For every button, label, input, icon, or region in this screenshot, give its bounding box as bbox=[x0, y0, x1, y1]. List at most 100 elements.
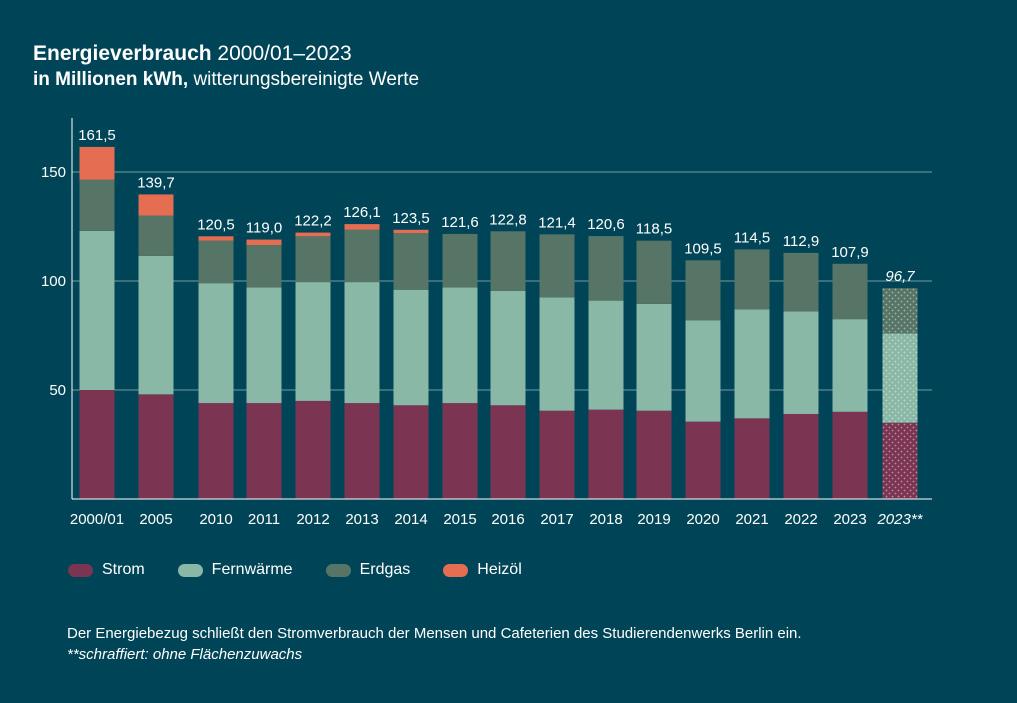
bar-segment bbox=[138, 255, 174, 395]
y-tick-label: 50 bbox=[49, 382, 66, 399]
footnote: Der Energiebezug schließt den Stromverbr… bbox=[67, 623, 802, 665]
total-label: 112,9 bbox=[783, 233, 819, 250]
total-label: 122,8 bbox=[489, 211, 527, 228]
total-label: 114,5 bbox=[734, 229, 770, 246]
bar-segment bbox=[79, 230, 115, 390]
chart-subtitle-bold: in Millionen kWh, bbox=[33, 69, 189, 90]
x-tick-label: 2018 bbox=[589, 511, 622, 528]
x-tick-label: 2013 bbox=[345, 511, 378, 528]
x-tick-label: 2017 bbox=[540, 511, 573, 528]
x-tick-label: 2023** bbox=[876, 511, 923, 528]
bar-segment-hatch bbox=[882, 288, 918, 334]
bar-segment bbox=[636, 303, 672, 411]
bar-segment bbox=[246, 287, 282, 404]
bar-segment bbox=[295, 236, 331, 283]
bar-segment bbox=[636, 410, 672, 499]
x-tick-label: 2019 bbox=[637, 511, 670, 528]
bar-segment bbox=[246, 245, 282, 288]
bar-segment bbox=[783, 311, 819, 414]
bar-segment bbox=[198, 236, 234, 241]
footnote-hatched-note: **schraffiert: ohne Flächenzuwachs bbox=[67, 646, 303, 663]
y-tick-label: 150 bbox=[41, 164, 66, 181]
bar-segment bbox=[832, 411, 868, 499]
bar-segment bbox=[393, 405, 429, 499]
bar-segment bbox=[344, 229, 380, 283]
total-label: 126,1 bbox=[343, 204, 381, 221]
x-tick-label: 2023 bbox=[833, 511, 866, 528]
legend-item: Fernwärme bbox=[177, 561, 293, 579]
x-tick-label: 2015 bbox=[443, 511, 476, 528]
chart-title: Energieverbrauch 2000/01–2023 bbox=[33, 40, 419, 67]
bar-segment bbox=[734, 309, 770, 419]
bar-segment bbox=[588, 300, 624, 410]
axes: 50 100 150 bbox=[41, 118, 932, 500]
total-label: 118,5 bbox=[636, 221, 672, 238]
total-label: 121,6 bbox=[441, 214, 479, 231]
bar-segment bbox=[79, 146, 115, 180]
bar-segment bbox=[138, 194, 174, 216]
bar-segment bbox=[783, 413, 819, 499]
bar-segment bbox=[295, 282, 331, 401]
bar-segment bbox=[832, 319, 868, 412]
bar-segment bbox=[393, 289, 429, 406]
bar-segment bbox=[539, 234, 575, 298]
y-tick-label: 100 bbox=[41, 273, 66, 290]
bar-segment bbox=[685, 320, 721, 422]
bar-segment bbox=[685, 421, 721, 499]
bar-segment bbox=[138, 215, 174, 256]
x-tick-label: 2000/01 bbox=[70, 511, 124, 528]
bar-segment bbox=[539, 297, 575, 411]
chart-subtitle-regular: witterungsbereinigte Werte bbox=[193, 69, 420, 90]
labels: 161,5 2000/01 139,7 2005 120,5 2010 119,0 2011 1… bbox=[70, 127, 924, 528]
bar-segment bbox=[832, 263, 868, 320]
bar-segment bbox=[490, 405, 526, 499]
bar-segment bbox=[490, 231, 526, 291]
chart-title-block: Energieverbrauch 2000/01–2023 in Million… bbox=[33, 40, 419, 92]
footnote-text: Der Energiebezug schließt den Stromverbr… bbox=[67, 625, 802, 642]
bar-segment bbox=[198, 403, 234, 499]
legend-label: Strom bbox=[102, 561, 145, 578]
total-label: 122,2 bbox=[294, 213, 332, 230]
bar-segment bbox=[685, 260, 721, 321]
bar-segment bbox=[393, 233, 429, 290]
bar-segment bbox=[79, 390, 115, 499]
legend-item: Erdgas bbox=[325, 561, 411, 579]
total-label: 107,9 bbox=[831, 244, 869, 261]
total-label: 121,4 bbox=[538, 214, 576, 231]
bar-segment bbox=[344, 282, 380, 404]
bar-segment bbox=[295, 400, 331, 499]
chart-title-bold: Energieverbrauch bbox=[33, 42, 212, 65]
legend-item: Heizöl bbox=[443, 561, 522, 579]
total-label: 120,6 bbox=[587, 216, 625, 233]
total-label: 119,0 bbox=[246, 220, 282, 237]
bar-segment bbox=[295, 232, 331, 237]
bar-segment-hatch bbox=[882, 333, 918, 423]
x-tick-label: 2022 bbox=[784, 511, 817, 528]
bar-segment bbox=[442, 403, 478, 499]
chart-title-regular: 2000/01–2023 bbox=[217, 42, 352, 65]
total-label: 139,7 bbox=[137, 174, 175, 191]
bar-segment-hatch bbox=[882, 422, 918, 499]
x-tick-label: 2010 bbox=[199, 511, 232, 528]
bar-segment bbox=[783, 252, 819, 312]
legend-label: Erdgas bbox=[359, 561, 411, 578]
total-label: 120,5 bbox=[197, 216, 235, 233]
bar-segment bbox=[393, 229, 429, 234]
total-label: 123,5 bbox=[392, 210, 430, 227]
bar-segment bbox=[246, 403, 282, 499]
bar-segment bbox=[344, 403, 380, 499]
chart-subtitle: in Millionen kWh, witterungsbereinigte W… bbox=[33, 67, 419, 92]
bar-segment bbox=[588, 409, 624, 499]
bar-segment bbox=[734, 418, 770, 499]
bar-segment bbox=[344, 224, 380, 230]
bar-segment bbox=[734, 249, 770, 310]
x-tick-label: 2020 bbox=[686, 511, 719, 528]
x-tick-label: 2011 bbox=[248, 511, 280, 528]
legend: Strom Fernwärme Erdgas Heizöl bbox=[68, 561, 555, 579]
x-tick-label: 2005 bbox=[139, 511, 172, 528]
bar-segment bbox=[79, 179, 115, 231]
bar-segment bbox=[539, 410, 575, 499]
bars bbox=[79, 146, 918, 499]
x-tick-label: 2014 bbox=[394, 511, 427, 528]
